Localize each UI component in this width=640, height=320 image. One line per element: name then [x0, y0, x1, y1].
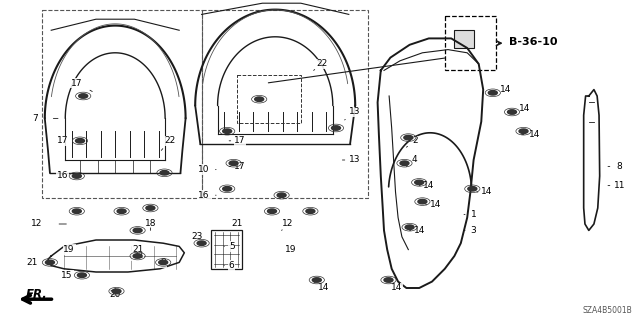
Circle shape: [76, 139, 84, 143]
Text: 22: 22: [132, 252, 143, 260]
Circle shape: [400, 161, 409, 165]
Text: 13: 13: [349, 108, 361, 116]
Text: 22: 22: [164, 136, 175, 145]
Circle shape: [79, 94, 88, 98]
Circle shape: [268, 209, 276, 213]
Text: 2: 2: [412, 136, 417, 145]
Text: 14: 14: [391, 284, 403, 292]
Text: B-36-10: B-36-10: [509, 36, 558, 47]
Circle shape: [255, 97, 264, 101]
Circle shape: [197, 241, 206, 245]
Circle shape: [117, 209, 126, 213]
Text: 14: 14: [500, 85, 511, 94]
Text: 23: 23: [191, 232, 203, 241]
Text: 15: 15: [61, 271, 73, 280]
Text: 14: 14: [519, 104, 531, 113]
Text: 17: 17: [234, 136, 246, 145]
Bar: [454, 30, 474, 48]
Text: 13: 13: [349, 156, 361, 164]
Text: 14: 14: [481, 188, 492, 196]
Text: 9: 9: [161, 258, 166, 267]
Circle shape: [384, 278, 393, 282]
Text: 14: 14: [317, 284, 329, 292]
Circle shape: [306, 209, 315, 213]
Text: 14: 14: [413, 226, 425, 235]
Circle shape: [160, 171, 169, 175]
Text: 6: 6: [229, 261, 234, 270]
Bar: [202, 10, 368, 198]
Bar: [42, 10, 202, 198]
Text: 8: 8: [617, 162, 622, 171]
Circle shape: [223, 129, 232, 133]
Circle shape: [72, 174, 81, 178]
Text: 21: 21: [132, 245, 143, 254]
Circle shape: [404, 135, 413, 140]
Circle shape: [223, 187, 232, 191]
Text: 12: 12: [31, 220, 43, 228]
Circle shape: [112, 289, 121, 293]
Text: 11: 11: [614, 181, 625, 190]
Text: 21: 21: [26, 258, 38, 267]
Circle shape: [418, 199, 427, 204]
Circle shape: [159, 260, 168, 265]
Text: 3: 3: [471, 226, 476, 235]
Text: 14: 14: [423, 181, 435, 190]
Text: 16: 16: [198, 191, 209, 200]
Circle shape: [468, 187, 477, 191]
Circle shape: [45, 260, 54, 265]
Text: 17: 17: [57, 136, 68, 145]
Circle shape: [133, 228, 142, 233]
Text: 17: 17: [71, 79, 83, 88]
Circle shape: [508, 110, 516, 114]
Circle shape: [312, 278, 321, 282]
Text: FR.: FR.: [26, 288, 48, 301]
Circle shape: [277, 193, 286, 197]
Circle shape: [77, 273, 86, 277]
Circle shape: [146, 206, 155, 210]
Circle shape: [488, 91, 497, 95]
Text: 17: 17: [234, 162, 246, 171]
Circle shape: [72, 209, 81, 213]
Text: 19: 19: [285, 245, 297, 254]
Text: 22: 22: [316, 60, 328, 68]
Text: 21: 21: [231, 220, 243, 228]
Text: 18: 18: [145, 220, 156, 228]
Circle shape: [229, 161, 238, 165]
Text: 20: 20: [109, 290, 121, 299]
Text: SZA4B5001B: SZA4B5001B: [582, 306, 632, 315]
Text: 14: 14: [429, 200, 441, 209]
Text: 4: 4: [412, 156, 417, 164]
Text: 7: 7: [33, 114, 38, 123]
Circle shape: [519, 129, 528, 133]
Text: 14: 14: [529, 130, 540, 139]
Circle shape: [133, 254, 142, 258]
Text: 19: 19: [63, 245, 75, 254]
Text: 5: 5: [229, 242, 234, 251]
Text: 1: 1: [471, 210, 476, 219]
Text: 16: 16: [57, 172, 68, 180]
Bar: [211, 230, 242, 269]
Circle shape: [332, 126, 340, 130]
Circle shape: [405, 225, 414, 229]
Circle shape: [415, 180, 424, 185]
Bar: [445, 16, 496, 70]
Text: 12: 12: [282, 220, 294, 228]
Bar: [237, 75, 301, 123]
Text: 10: 10: [198, 165, 209, 174]
